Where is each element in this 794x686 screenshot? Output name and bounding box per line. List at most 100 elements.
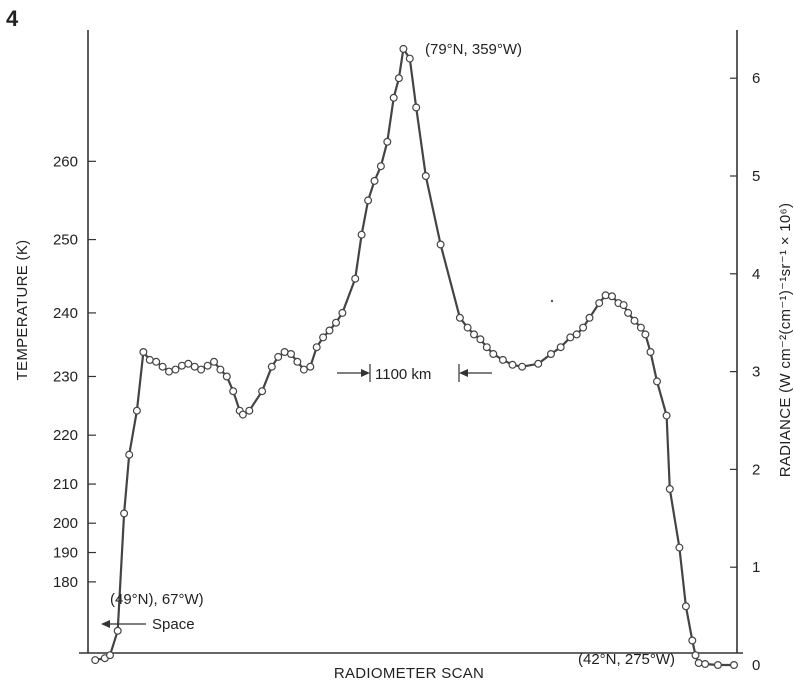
- data-point-77: [652, 377, 661, 386]
- data-point-42: [376, 162, 385, 171]
- data-point-80: [675, 543, 684, 552]
- data-point-14: [184, 359, 193, 368]
- data-point-44: [389, 93, 398, 102]
- left-axis-ticks: 180 190 200 210 220 230 240 250 260: [53, 153, 96, 591]
- data-point-5: [125, 450, 134, 459]
- data-point-59: [518, 362, 527, 371]
- data-point-37: [338, 308, 347, 317]
- left-tick-label-190: 190: [53, 545, 78, 562]
- data-point-26: [267, 362, 276, 371]
- right-tick-label-5: 5: [752, 168, 760, 185]
- data-point-75: [641, 330, 650, 339]
- data-point-35: [325, 326, 334, 335]
- data-point-84: [694, 658, 703, 667]
- data-point-16: [197, 365, 206, 374]
- scale-bar-label: 1100 km: [375, 366, 431, 383]
- data-point-82: [688, 636, 697, 645]
- data-point-64: [572, 330, 581, 339]
- data-point-79: [665, 485, 674, 494]
- right-tick-label-1: 1: [752, 559, 760, 576]
- data-point-48: [412, 103, 421, 112]
- data-point-39: [357, 230, 366, 239]
- data-point-8: [145, 355, 154, 364]
- data-point-21: [229, 387, 238, 396]
- space-annotation: Space: [152, 616, 195, 633]
- peak-annotation: (79°N, 359°W): [425, 41, 522, 58]
- data-point-71: [619, 301, 628, 310]
- data-point-36: [332, 318, 341, 327]
- left-tick-label-210: 210: [53, 476, 78, 493]
- data-point-51: [455, 313, 464, 322]
- left-tick-label-240: 240: [53, 305, 78, 322]
- data-point-4: [120, 509, 129, 518]
- plot-area: [91, 44, 738, 669]
- data-point-62: [556, 343, 565, 352]
- data-point-41: [370, 176, 379, 185]
- data-point-30: [293, 357, 302, 366]
- left-tick-label-200: 200: [53, 515, 78, 532]
- data-point-17: [203, 361, 212, 370]
- data-point-45: [394, 74, 403, 83]
- right-tick-label-6: 6: [752, 70, 760, 87]
- data-point-12: [171, 365, 180, 374]
- space-arrowhead: [101, 620, 110, 628]
- data-point-61: [546, 350, 555, 359]
- data-point-74: [636, 323, 645, 332]
- left-tick-label-250: 250: [53, 232, 78, 249]
- data-point-72: [624, 308, 633, 317]
- data-point-58: [508, 360, 517, 369]
- data-point-47: [405, 54, 414, 63]
- data-point-29: [287, 350, 296, 359]
- right-axis-ticks: 0 1 2 3 4 5 6: [730, 70, 760, 674]
- data-point-11: [165, 367, 174, 376]
- chart-axes: [79, 30, 743, 654]
- data-point-38: [351, 274, 360, 283]
- data-point-86: [713, 660, 722, 669]
- data-point-15: [190, 362, 199, 371]
- right-tick-label-2: 2: [752, 461, 760, 478]
- data-point-27: [274, 352, 283, 361]
- scale-bar: 1100 km: [337, 364, 492, 383]
- data-point-57: [498, 355, 507, 364]
- data-point-69: [607, 292, 616, 301]
- data-point-34: [319, 333, 328, 342]
- data-point-78: [662, 411, 671, 420]
- left-tick-label-230: 230: [53, 368, 78, 385]
- data-point-6: [132, 406, 141, 415]
- left-tick-label-180: 180: [53, 574, 78, 591]
- data-point-85: [701, 659, 710, 668]
- data-point-81: [681, 602, 690, 611]
- data-point-0: [91, 656, 100, 665]
- right-axis-title: RADIANCE (W cm⁻²(cm⁻¹)⁻¹sr⁻¹ × 10⁶): [777, 203, 794, 478]
- x-axis-title: RADIOMETER SCAN: [334, 665, 484, 682]
- data-point-33: [312, 343, 321, 352]
- data-point-76: [646, 348, 655, 357]
- data-point-9: [152, 357, 161, 366]
- data-point-54: [476, 335, 485, 344]
- data-point-20: [222, 372, 231, 381]
- end-annotation: (42°N, 275°W): [578, 651, 675, 668]
- right-tick-label-3: 3: [752, 364, 760, 381]
- data-point-65: [579, 323, 588, 332]
- data-point-83: [691, 651, 700, 660]
- data-point-2: [105, 651, 114, 660]
- annotations: (79°N, 359°W) (49°N), 67°W) Space (42°N,…: [101, 41, 675, 668]
- data-point-50: [436, 240, 445, 249]
- right-tick-label-4: 4: [752, 266, 760, 283]
- left-tick-label-260: 260: [53, 153, 78, 170]
- series-line-0: [94, 47, 734, 667]
- data-point-24: [245, 406, 254, 415]
- right-tick-label-0: 0: [752, 657, 760, 674]
- data-point-66: [585, 313, 594, 322]
- left-axis-title: TEMPERATURE (K): [14, 240, 31, 381]
- data-point-43: [383, 137, 392, 146]
- scale-arrowhead-left: [361, 369, 370, 377]
- data-point-10: [158, 362, 167, 371]
- figure-number: 4: [6, 6, 19, 31]
- data-point-13: [177, 361, 186, 370]
- stray-dot: [550, 299, 554, 303]
- data-point-56: [489, 350, 498, 359]
- data-point-55: [482, 343, 491, 352]
